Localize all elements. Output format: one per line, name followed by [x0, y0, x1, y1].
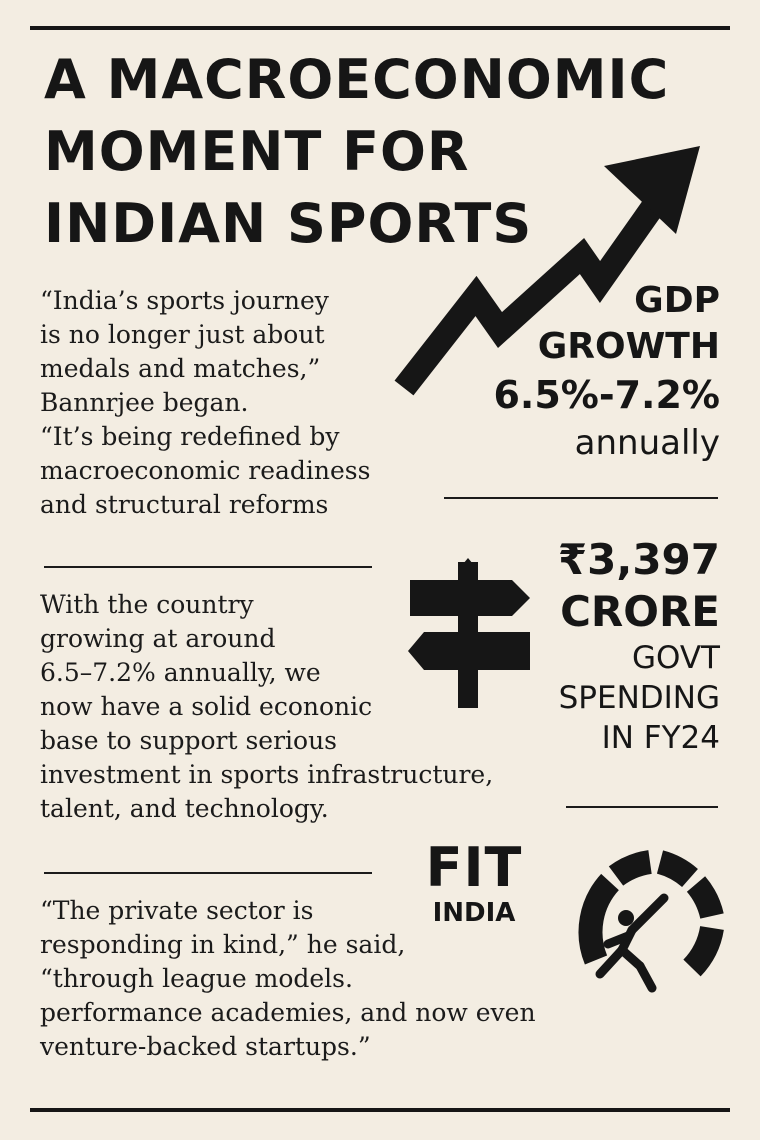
gdp-label: GDP: [634, 280, 720, 321]
text-line: “India’s sports journey: [40, 286, 329, 315]
text-line: With the country: [40, 590, 254, 619]
fit-india-logo: FIT INDIA: [414, 836, 534, 929]
govt-spending-stat: ₹3,397 CRORE GOVT SPENDING IN FY24: [558, 534, 720, 758]
text-line: Bannrjee began.: [40, 388, 249, 417]
fit-word: FIT: [425, 836, 523, 899]
top-rule: [30, 26, 730, 30]
gdp-growth-unit: annually: [574, 423, 720, 463]
text-line: is no longer just about: [40, 320, 325, 349]
private-sector-quote: “The private sector is responding in kin…: [40, 894, 680, 1064]
spending-unit: CRORE: [560, 587, 720, 636]
economic-base-paragraph: With the country growing at around 6.5–7…: [40, 588, 560, 826]
text-line: performance academies, and now even: [40, 998, 536, 1027]
text-line: venture-backed startups.”: [40, 1032, 371, 1061]
title-line: MOMENT FOR: [44, 120, 470, 183]
page-title: A MACROECONOMIC MOMENT FOR INDIAN SPORTS: [44, 44, 724, 260]
spending-amount: ₹3,397: [557, 535, 720, 584]
text-line: responding in kind,” he said,: [40, 930, 406, 959]
text-line: medals and matches,”: [40, 354, 321, 383]
text-line: now have a solid econonic: [40, 692, 373, 721]
divider: [44, 872, 372, 874]
spending-label: GOVT: [631, 640, 720, 676]
text-line: “It’s being redefined by: [40, 422, 340, 451]
text-line: investment in sports infrastructure,: [40, 760, 494, 789]
gdp-growth-stat: GDP GROWTH 6.5%-7.2% annually: [493, 278, 720, 466]
text-line: and structural reforms: [40, 490, 329, 519]
spending-label: IN FY24: [601, 720, 720, 756]
india-word: INDIA: [432, 898, 516, 928]
title-line: A MACROECONOMIC: [44, 48, 670, 111]
text-line: base to support serious: [40, 726, 338, 755]
divider: [44, 566, 372, 568]
text-line: “The private sector is: [40, 896, 314, 925]
divider: [566, 806, 718, 808]
spending-label: SPENDING: [558, 680, 720, 716]
text-line: macroeconomic readiness: [40, 456, 371, 485]
bottom-rule: [30, 1108, 730, 1112]
divider: [444, 497, 718, 499]
growth-label: GROWTH: [537, 326, 720, 367]
text-line: 6.5–7.2% annually, we: [40, 658, 321, 687]
opening-quote: “India’s sports journey is no longer jus…: [40, 284, 440, 522]
gdp-growth-value: 6.5%-7.2%: [493, 373, 720, 417]
text-line: “through league models.: [40, 964, 353, 993]
text-line: growing at around: [40, 624, 276, 653]
text-line: talent, and technology.: [40, 794, 329, 823]
title-line: INDIAN SPORTS: [44, 192, 533, 255]
